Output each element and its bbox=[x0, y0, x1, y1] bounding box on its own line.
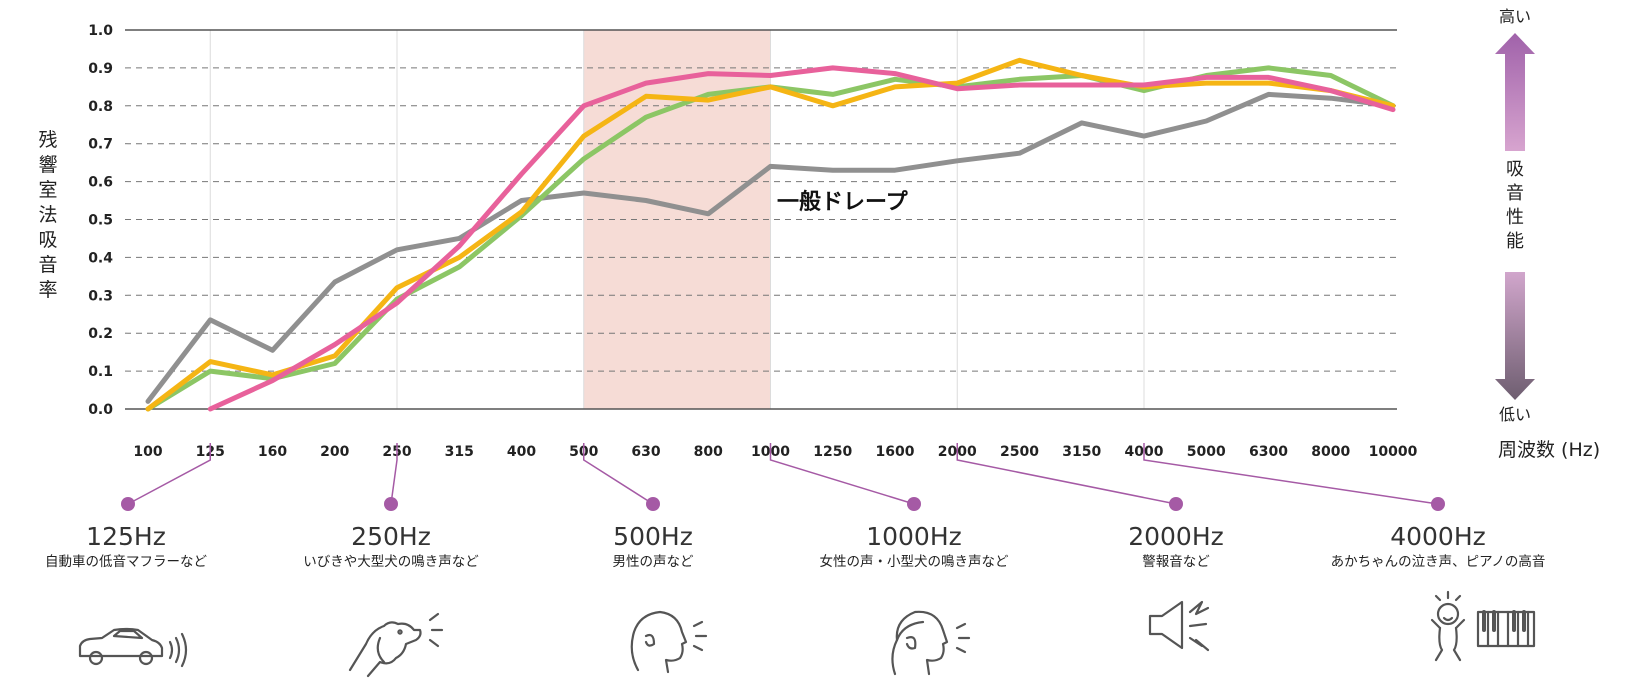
frequency-description: 自動車の低音マフラーなど bbox=[45, 553, 207, 570]
frequency-marker bbox=[907, 497, 921, 511]
grid-layer bbox=[125, 29, 1397, 410]
x-tick-label: 800 bbox=[694, 444, 723, 460]
x-tick-label: 10000 bbox=[1369, 444, 1418, 460]
frequency-description: あかちゃんの泣き声、ピアノの高音 bbox=[1331, 553, 1546, 570]
frequency-description: いびきや大型犬の鳴き声など bbox=[303, 554, 479, 570]
frequency-marker bbox=[1431, 497, 1445, 511]
y-tick-label: 0.9 bbox=[88, 61, 113, 77]
frequency-marker bbox=[646, 497, 660, 511]
frequency-label: 500Hz bbox=[613, 522, 693, 551]
x-tick-label: 3150 bbox=[1062, 444, 1101, 460]
x-tick-label: 160 bbox=[258, 444, 287, 460]
x-axis-unit-label: 周波数 (Hz) bbox=[1498, 439, 1600, 461]
y-axis-label-char: 率 bbox=[38, 279, 57, 301]
x-tick-label: 8000 bbox=[1311, 444, 1350, 460]
y-tick-label: 0.0 bbox=[88, 402, 113, 418]
car-icon bbox=[78, 627, 188, 668]
series-layer bbox=[145, 57, 1396, 412]
series-annotation: 一般ドレープ bbox=[777, 189, 909, 215]
x-tick-label: 630 bbox=[631, 444, 660, 460]
x-tick-label: 1250 bbox=[813, 444, 852, 460]
frequency-description: 男性の声など bbox=[613, 554, 694, 570]
frequency-example-2000Hz: 2000Hz 警報音など bbox=[956, 443, 1224, 570]
baby-crying-piano-icon bbox=[1430, 590, 1536, 662]
frequency-label: 4000Hz bbox=[1390, 522, 1486, 551]
y-tick-label: 0.8 bbox=[88, 99, 113, 115]
y-axis-label-char: 法 bbox=[38, 204, 57, 226]
frequency-description: 女性の声・小型犬の鳴き声など bbox=[820, 553, 1009, 570]
y-tick-label: 0.3 bbox=[88, 288, 113, 304]
y-tick-label: 0.4 bbox=[88, 250, 113, 266]
y-tick-label: 0.7 bbox=[88, 137, 113, 153]
y-axis-label-char: 吸 bbox=[38, 229, 57, 251]
x-tick-label: 400 bbox=[507, 444, 536, 460]
frequency-description: 警報音など bbox=[1142, 553, 1210, 570]
frequency-example-1000Hz: 1000Hz 女性の声・小型犬の鳴き声など bbox=[769, 443, 1009, 570]
connector-line bbox=[769, 443, 915, 505]
y-tick-label: 0.6 bbox=[88, 175, 113, 191]
frequency-label: 125Hz bbox=[86, 522, 166, 551]
arrow-down-icon bbox=[1495, 272, 1535, 400]
frequency-label: 250Hz bbox=[351, 522, 431, 551]
x-tick-label: 2500 bbox=[1000, 444, 1039, 460]
side-scale-title-char: 音 bbox=[1506, 183, 1524, 204]
y-tick-label: 1.0 bbox=[88, 23, 113, 39]
x-tick-label: 6300 bbox=[1249, 444, 1288, 460]
connector-line bbox=[956, 443, 1177, 505]
connector-line bbox=[1143, 443, 1439, 505]
y-axis-label-char: 室 bbox=[38, 179, 57, 201]
x-tick-label: 200 bbox=[320, 444, 349, 460]
y-axis-label-char: 響 bbox=[38, 154, 57, 176]
series-line-3 bbox=[207, 65, 1396, 412]
side-scale-high-label: 高い bbox=[1499, 7, 1531, 26]
frequency-marker bbox=[121, 497, 135, 511]
y-axis-label-char: 残 bbox=[38, 129, 57, 151]
side-scale-title-char: 性 bbox=[1506, 207, 1524, 228]
frequency-example-4000Hz: 4000Hz あかちゃんの泣き声、ピアノの高音 bbox=[1143, 443, 1546, 570]
y-axis-label-char: 音 bbox=[38, 254, 57, 276]
x-tick-label: 315 bbox=[445, 444, 474, 460]
x-tick-label: 100 bbox=[133, 444, 162, 460]
woman-speaking-icon bbox=[891, 610, 971, 676]
side-scale-low-label: 低い bbox=[1499, 405, 1531, 424]
series-line-0 bbox=[145, 91, 1396, 404]
frequency-label: 2000Hz bbox=[1128, 522, 1224, 551]
arrow-up-icon bbox=[1495, 33, 1535, 151]
connector-line bbox=[127, 443, 211, 505]
y-tick-labels: 0.0 0.1 0.2 0.3 0.4 0.5 0.6 0.7 0.8 0.9 1.0 bbox=[88, 23, 113, 418]
y-tick-label: 0.5 bbox=[88, 213, 113, 229]
frequency-marker bbox=[1169, 497, 1183, 511]
frequency-example-125Hz: 125Hz 自動車の低音マフラーなど bbox=[45, 443, 211, 570]
frequency-example-500Hz: 500Hz 男性の声など bbox=[583, 443, 694, 570]
x-tick-label: 1600 bbox=[876, 444, 915, 460]
annotation-layer: 一般ドレープ bbox=[777, 189, 909, 215]
x-tick-label: 5000 bbox=[1187, 444, 1226, 460]
y-tick-label: 0.2 bbox=[88, 326, 113, 342]
frequency-marker bbox=[384, 497, 398, 511]
connector-line bbox=[390, 443, 398, 505]
x-tick-labels: 100 125 160 200 250 315 400 500 630 800 1000 1250 16… bbox=[133, 444, 1417, 460]
man-speaking-icon bbox=[630, 610, 708, 674]
side-scale-title-char: 能 bbox=[1506, 231, 1524, 252]
y-tick-label: 0.1 bbox=[88, 364, 113, 380]
side-scale-title-char: 吸 bbox=[1506, 159, 1524, 180]
connector-line bbox=[583, 443, 654, 505]
dog-barking-icon bbox=[348, 612, 444, 678]
frequency-examples: 125Hz 自動車の低音マフラーなど 250Hz いびきや大型犬の鳴き声など 500Hz… bbox=[45, 443, 1545, 570]
frequency-example-250Hz: 250Hz いびきや大型犬の鳴き声など bbox=[303, 443, 479, 570]
frequency-label: 1000Hz bbox=[866, 522, 962, 551]
alarm-speaker-icon bbox=[1148, 600, 1210, 652]
